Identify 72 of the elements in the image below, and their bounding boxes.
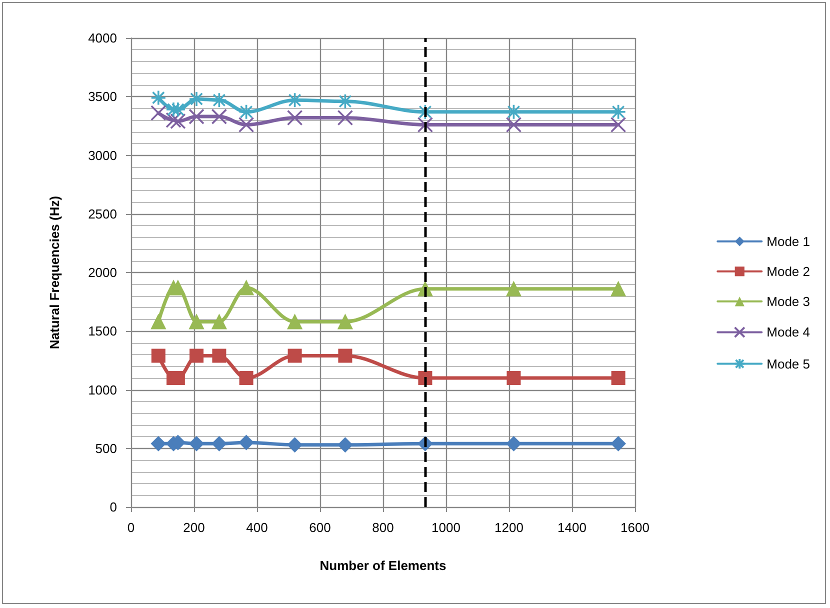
y-tick-label: 2500 — [88, 206, 117, 222]
x-axis-title: Number of Elements — [320, 558, 446, 573]
point — [337, 110, 354, 126]
point — [211, 92, 228, 108]
point — [337, 93, 354, 110]
point — [338, 437, 353, 452]
point — [506, 104, 522, 120]
x-tick-label: 1400 — [558, 520, 586, 535]
point — [287, 314, 302, 330]
point — [150, 105, 166, 121]
point — [506, 116, 522, 133]
point — [238, 435, 254, 450]
x-tick-label: 1600 — [620, 520, 650, 535]
point — [338, 348, 352, 363]
x-tick-label: 1200 — [494, 520, 524, 535]
y-tick-label: 1000 — [88, 382, 117, 398]
y-axis-title: Natural Frequencies (Hz) — [47, 196, 62, 350]
point — [150, 436, 166, 452]
point — [189, 314, 204, 330]
x-tick-label: 200 — [183, 520, 205, 535]
point — [170, 280, 186, 296]
point — [211, 108, 228, 124]
point — [212, 436, 227, 452]
point — [238, 116, 254, 133]
point — [188, 91, 204, 107]
point — [610, 104, 626, 120]
y-tick-label: 3500 — [88, 89, 117, 104]
point — [170, 102, 186, 118]
point — [286, 110, 303, 126]
point — [190, 348, 204, 363]
point — [610, 281, 626, 296]
point — [239, 371, 254, 386]
point — [166, 102, 182, 118]
legend-label: Mode 1 — [766, 234, 810, 249]
x-tick-label: 0 — [127, 520, 135, 535]
legend-label: Mode 3 — [766, 294, 810, 309]
point — [338, 314, 353, 330]
legend-label: Mode 2 — [766, 264, 810, 279]
x-tick-label: 1000 — [432, 520, 460, 535]
point — [188, 108, 204, 124]
point — [166, 112, 182, 128]
point — [151, 348, 166, 363]
y-tick-label: 0 — [110, 500, 117, 514]
y-tick-label: 2000 — [88, 265, 117, 280]
point — [610, 436, 626, 452]
point — [417, 104, 434, 120]
point — [150, 314, 166, 330]
point — [288, 348, 302, 363]
point — [150, 90, 166, 106]
point — [611, 371, 626, 386]
y-tick-label: 1500 — [88, 324, 117, 339]
point — [286, 92, 303, 108]
point — [417, 116, 434, 133]
point — [506, 281, 522, 296]
point — [212, 348, 226, 363]
point — [170, 113, 186, 130]
y-tick-label: 3000 — [88, 148, 117, 163]
x-tick-label: 800 — [372, 520, 394, 535]
legend-label: Mode 5 — [766, 356, 810, 372]
point — [610, 116, 626, 133]
legend-label: Mode 4 — [766, 324, 810, 340]
x-tick-label: 600 — [309, 520, 331, 535]
x-tick-label: 400 — [246, 520, 268, 535]
y-tick-label: 4000 — [88, 30, 117, 46]
point — [238, 104, 254, 120]
point — [506, 371, 521, 386]
point — [189, 436, 204, 452]
point — [287, 437, 302, 452]
point — [238, 280, 254, 296]
point — [506, 436, 522, 452]
y-tick-label: 500 — [95, 440, 117, 456]
point — [212, 314, 227, 330]
